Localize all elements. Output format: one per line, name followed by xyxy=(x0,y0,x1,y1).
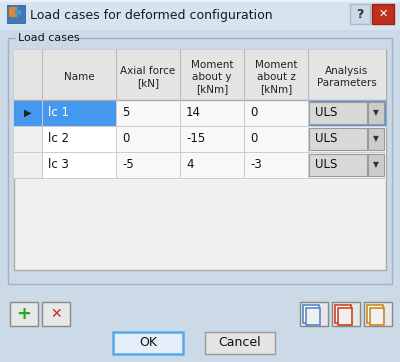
Text: ULS: ULS xyxy=(315,159,337,172)
Bar xyxy=(116,152,180,178)
Text: ✕: ✕ xyxy=(378,9,388,19)
Bar xyxy=(332,302,360,326)
Bar xyxy=(180,100,244,126)
Text: Name: Name xyxy=(64,72,94,82)
Text: -5: -5 xyxy=(122,159,134,172)
Bar xyxy=(42,100,116,126)
Text: ▼: ▼ xyxy=(373,160,379,169)
Bar xyxy=(306,308,320,325)
Bar xyxy=(116,126,180,152)
Bar xyxy=(16,32,76,44)
Bar xyxy=(180,126,244,152)
Text: ▶: ▶ xyxy=(24,108,32,118)
Text: 4: 4 xyxy=(186,159,194,172)
Bar xyxy=(338,308,352,325)
Text: lc 2: lc 2 xyxy=(48,132,69,146)
Bar xyxy=(368,154,384,176)
Text: ▼: ▼ xyxy=(373,135,379,143)
Text: Moment
about z
[kNm]: Moment about z [kNm] xyxy=(255,60,297,94)
Bar xyxy=(180,152,244,178)
Bar xyxy=(14,100,386,126)
Bar xyxy=(8,38,392,284)
Text: -3: -3 xyxy=(250,159,262,172)
Text: Axial force
[kN]: Axial force [kN] xyxy=(120,66,176,88)
Text: Moment
about y
[kNm]: Moment about y [kNm] xyxy=(191,60,233,94)
Text: 0: 0 xyxy=(250,106,257,119)
Text: Cancel: Cancel xyxy=(219,337,261,349)
Text: 0: 0 xyxy=(122,132,129,146)
Text: lc 1: lc 1 xyxy=(48,106,69,119)
Bar xyxy=(42,302,70,326)
Bar xyxy=(42,152,116,178)
Text: Load cases: Load cases xyxy=(18,33,80,43)
Bar xyxy=(205,332,275,354)
Bar xyxy=(364,302,392,326)
Bar xyxy=(244,152,308,178)
Bar xyxy=(309,154,367,176)
Bar xyxy=(368,102,384,124)
Bar xyxy=(10,302,38,326)
Bar xyxy=(300,302,328,326)
Bar xyxy=(15,10,21,15)
Bar xyxy=(7,5,25,23)
Bar xyxy=(42,126,116,152)
Bar xyxy=(367,305,383,323)
Bar xyxy=(14,50,386,270)
Text: Load cases for deformed configuration: Load cases for deformed configuration xyxy=(30,8,273,21)
Bar xyxy=(244,126,308,152)
Bar xyxy=(113,332,183,354)
Text: +: + xyxy=(16,305,32,323)
Text: ▼: ▼ xyxy=(373,109,379,118)
Text: OK: OK xyxy=(139,337,157,349)
Bar xyxy=(244,100,308,126)
Bar xyxy=(372,4,394,24)
Bar xyxy=(350,4,370,24)
Bar xyxy=(335,305,351,323)
Bar xyxy=(116,100,180,126)
Bar xyxy=(14,152,386,178)
Text: lc 3: lc 3 xyxy=(48,159,69,172)
Text: 14: 14 xyxy=(186,106,201,119)
Text: ✕: ✕ xyxy=(50,307,62,321)
Bar xyxy=(309,102,367,124)
Bar xyxy=(370,308,384,325)
Text: ?: ? xyxy=(356,8,364,21)
Text: 5: 5 xyxy=(122,106,129,119)
Bar xyxy=(0,0,400,2)
Bar xyxy=(14,126,386,152)
Text: ULS: ULS xyxy=(315,106,337,119)
Bar xyxy=(14,50,386,100)
Text: Analysis
Parameters: Analysis Parameters xyxy=(317,66,377,88)
Bar xyxy=(368,128,384,150)
Text: -15: -15 xyxy=(186,132,205,146)
Bar xyxy=(309,128,367,150)
Bar xyxy=(9,7,17,17)
Bar xyxy=(0,0,400,30)
Bar xyxy=(303,305,319,323)
Text: 0: 0 xyxy=(250,132,257,146)
Text: ULS: ULS xyxy=(315,132,337,146)
